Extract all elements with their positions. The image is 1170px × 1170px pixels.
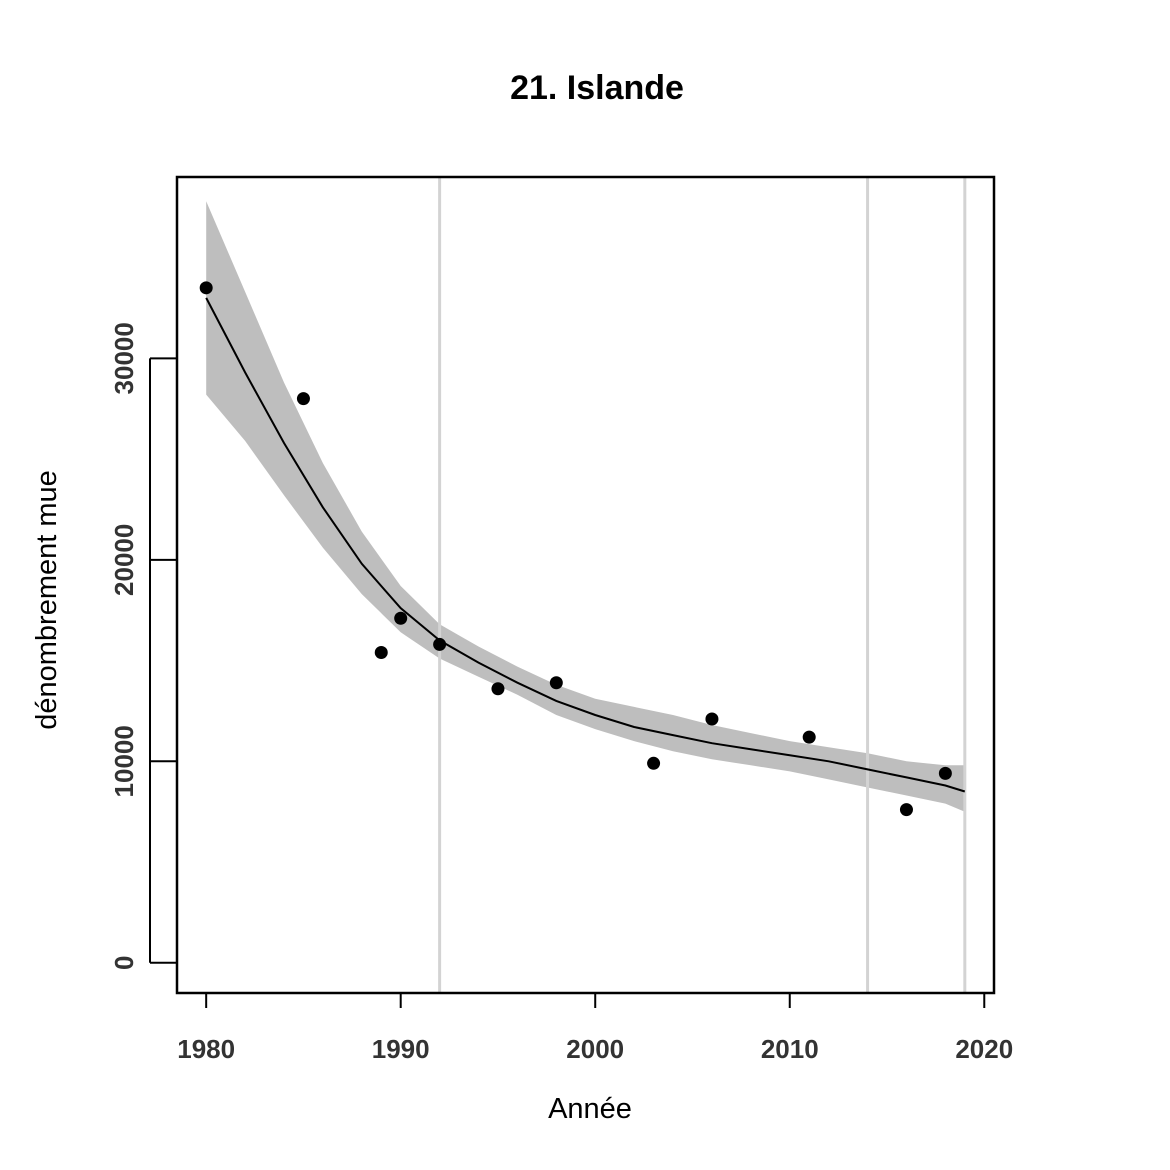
data-point-2006 bbox=[705, 712, 719, 726]
fit-line-layer bbox=[205, 297, 966, 793]
data-point-1989 bbox=[374, 645, 388, 659]
x-tick-label-2010: 2010 bbox=[761, 1034, 819, 1064]
reference-lines-layer bbox=[438, 177, 967, 993]
y-tick-label-30000: 30000 bbox=[109, 322, 139, 394]
plot-frame bbox=[175, 175, 996, 995]
data-point-1990 bbox=[394, 611, 408, 625]
data-point-2003 bbox=[647, 756, 661, 770]
confidence-band-layer bbox=[206, 201, 965, 812]
chart-title: 21. Islande bbox=[510, 69, 684, 107]
y-tick-label-0: 0 bbox=[109, 956, 139, 970]
confidence-band bbox=[206, 201, 965, 812]
data-point-1980 bbox=[199, 281, 213, 295]
y-tick-label-10000: 10000 bbox=[109, 725, 139, 797]
x-tick-label-1990: 1990 bbox=[372, 1034, 430, 1064]
x-tick-label-2020: 2020 bbox=[955, 1034, 1013, 1064]
data-point-1985 bbox=[296, 392, 310, 406]
x-axis-label: Année bbox=[548, 1093, 632, 1125]
data-point-2011 bbox=[802, 730, 816, 744]
fit-line bbox=[205, 297, 966, 793]
x-tick-label-1980: 1980 bbox=[177, 1034, 235, 1064]
data-point-2016 bbox=[899, 803, 913, 817]
x-tick-label-2000: 2000 bbox=[566, 1034, 624, 1064]
x-axis: 1980 1990 2000 2010 2020 bbox=[177, 992, 1013, 1064]
data-point-1998 bbox=[549, 676, 563, 690]
data-point-2018 bbox=[938, 766, 952, 780]
observation-points-layer bbox=[199, 281, 952, 817]
y-axis: 0 10000 20000 30000 bbox=[109, 322, 177, 970]
y-tick-label-20000: 20000 bbox=[109, 524, 139, 596]
data-point-1992 bbox=[433, 637, 447, 651]
data-point-1995 bbox=[491, 682, 505, 696]
y-axis-label: dénombrement mue bbox=[31, 470, 63, 730]
